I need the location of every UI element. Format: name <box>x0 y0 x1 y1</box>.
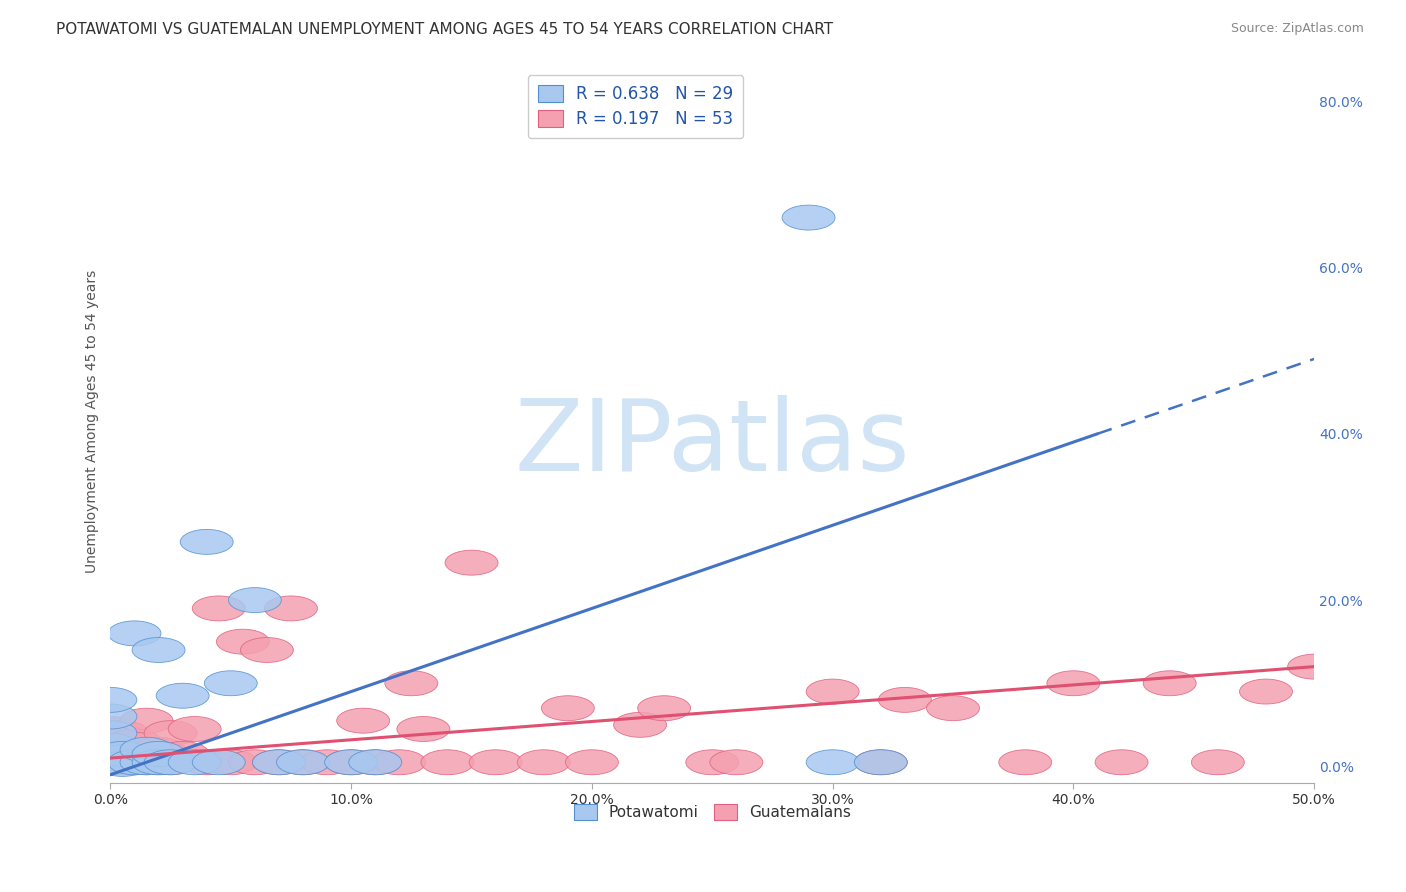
Ellipse shape <box>180 530 233 554</box>
Ellipse shape <box>120 750 173 775</box>
Ellipse shape <box>96 750 149 775</box>
Ellipse shape <box>1240 679 1292 704</box>
Ellipse shape <box>108 750 160 775</box>
Ellipse shape <box>96 751 149 776</box>
Ellipse shape <box>446 550 498 575</box>
Ellipse shape <box>180 750 233 775</box>
Ellipse shape <box>84 750 136 775</box>
Legend: Potawatomi, Guatemalans: Potawatomi, Guatemalans <box>568 797 858 826</box>
Ellipse shape <box>193 750 245 775</box>
Ellipse shape <box>120 738 173 763</box>
Ellipse shape <box>385 671 437 696</box>
Ellipse shape <box>806 679 859 704</box>
Ellipse shape <box>325 750 378 775</box>
Ellipse shape <box>277 750 329 775</box>
Ellipse shape <box>108 750 160 775</box>
Ellipse shape <box>204 750 257 775</box>
Text: Source: ZipAtlas.com: Source: ZipAtlas.com <box>1230 22 1364 36</box>
Ellipse shape <box>373 750 426 775</box>
Ellipse shape <box>145 750 197 775</box>
Text: ZIPatlas: ZIPatlas <box>515 394 910 491</box>
Ellipse shape <box>84 721 136 746</box>
Ellipse shape <box>1047 671 1099 696</box>
Ellipse shape <box>169 716 221 741</box>
Ellipse shape <box>686 750 738 775</box>
Ellipse shape <box>120 708 173 733</box>
Ellipse shape <box>855 750 907 775</box>
Y-axis label: Unemployment Among Ages 45 to 54 years: Unemployment Among Ages 45 to 54 years <box>86 269 100 573</box>
Ellipse shape <box>806 750 859 775</box>
Ellipse shape <box>927 696 980 721</box>
Ellipse shape <box>325 750 378 775</box>
Ellipse shape <box>470 750 522 775</box>
Ellipse shape <box>420 750 474 775</box>
Ellipse shape <box>1143 671 1197 696</box>
Ellipse shape <box>264 596 318 621</box>
Ellipse shape <box>193 596 245 621</box>
Ellipse shape <box>1095 750 1149 775</box>
Ellipse shape <box>349 750 402 775</box>
Ellipse shape <box>84 741 136 766</box>
Ellipse shape <box>998 750 1052 775</box>
Ellipse shape <box>879 688 931 713</box>
Ellipse shape <box>84 704 136 729</box>
Ellipse shape <box>565 750 619 775</box>
Ellipse shape <box>782 205 835 230</box>
Ellipse shape <box>84 750 136 775</box>
Ellipse shape <box>277 750 329 775</box>
Ellipse shape <box>1288 654 1341 679</box>
Ellipse shape <box>84 688 136 713</box>
Ellipse shape <box>396 716 450 741</box>
Ellipse shape <box>855 750 907 775</box>
Ellipse shape <box>108 621 160 646</box>
Ellipse shape <box>349 750 402 775</box>
Ellipse shape <box>253 750 305 775</box>
Ellipse shape <box>132 638 186 663</box>
Ellipse shape <box>84 733 136 758</box>
Ellipse shape <box>613 713 666 738</box>
Ellipse shape <box>301 750 353 775</box>
Ellipse shape <box>217 629 270 654</box>
Ellipse shape <box>336 708 389 733</box>
Ellipse shape <box>1191 750 1244 775</box>
Ellipse shape <box>84 733 136 758</box>
Ellipse shape <box>108 729 160 754</box>
Ellipse shape <box>132 750 186 775</box>
Ellipse shape <box>96 741 149 766</box>
Ellipse shape <box>240 638 294 663</box>
Ellipse shape <box>145 750 197 775</box>
Text: POTAWATOMI VS GUATEMALAN UNEMPLOYMENT AMONG AGES 45 TO 54 YEARS CORRELATION CHAR: POTAWATOMI VS GUATEMALAN UNEMPLOYMENT AM… <box>56 22 834 37</box>
Ellipse shape <box>228 750 281 775</box>
Ellipse shape <box>96 721 149 746</box>
Ellipse shape <box>204 671 257 696</box>
Ellipse shape <box>228 588 281 613</box>
Ellipse shape <box>169 750 221 775</box>
Ellipse shape <box>84 741 136 766</box>
Ellipse shape <box>638 696 690 721</box>
Ellipse shape <box>145 721 197 746</box>
Ellipse shape <box>132 741 186 766</box>
Ellipse shape <box>156 683 209 708</box>
Ellipse shape <box>84 716 136 741</box>
Ellipse shape <box>710 750 763 775</box>
Ellipse shape <box>156 741 209 766</box>
Ellipse shape <box>120 750 173 775</box>
Ellipse shape <box>132 750 186 775</box>
Ellipse shape <box>541 696 595 721</box>
Ellipse shape <box>517 750 571 775</box>
Ellipse shape <box>132 738 186 763</box>
Ellipse shape <box>253 750 305 775</box>
